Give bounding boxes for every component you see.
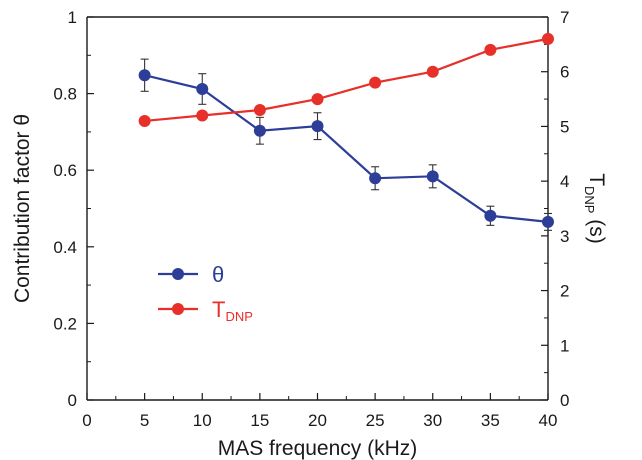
y-axis-left-title: Contribution factor θ [11,114,34,303]
legend-label: θ [212,262,224,287]
series-layer [138,32,554,231]
data-point [369,172,382,185]
y-right-tick-label: 7 [560,8,569,27]
legend-marker [172,268,184,280]
data-point [369,76,382,89]
data-point [196,109,209,122]
legend-marker [172,303,184,315]
x-tick-label: 5 [140,411,149,430]
legend-item-1: θ [158,262,224,287]
x-tick-label: 10 [193,411,212,430]
legend: θ TDNP [158,262,253,324]
data-point [253,124,266,137]
series-1-line [144,74,549,223]
y-left-tick-label: 0 [68,391,77,410]
x-tick-label: 0 [82,411,91,430]
data-point [311,120,324,133]
y-right-tick-label: 6 [560,63,569,82]
data-point [253,104,266,117]
data-point [196,83,209,96]
y-axis-right-title-sub: DNP [582,186,597,213]
data-point [138,69,151,82]
series-2 [138,32,554,127]
y-right-tick-label: 3 [560,227,569,246]
legend-label: TDNP [212,297,253,324]
y-axis-right-title-base: T [585,173,608,186]
x-tick-label: 15 [250,411,269,430]
data-point [138,114,151,127]
series-2-line [144,37,549,123]
x-tick-label: 25 [366,411,385,430]
data-point [311,93,324,106]
y-axis-right-title: TDNP (s) [582,173,608,244]
y-axis-right-title-suffix: (s) [585,213,608,243]
data-point [426,65,439,78]
y-right-tick-label: 1 [560,336,569,355]
y-left-tick-label: 1 [68,8,77,27]
x-tick-label: 40 [539,411,558,430]
legend-item-2: TDNP [158,297,253,324]
y-left-tick-label: 0.4 [53,238,77,257]
x-axis-title: MAS frequency (kHz) [218,437,418,460]
y-left-tick-label: 0.8 [53,85,77,104]
series-1 [138,58,554,231]
x-tick-label: 35 [481,411,500,430]
y-left-tick-label: 0.2 [53,314,77,333]
y-right-tick-label: 4 [560,172,569,191]
data-point [426,170,439,183]
x-tick-label: 30 [423,411,442,430]
y-left-tick-label: 0.6 [53,161,77,180]
y-right-tick-label: 0 [560,391,569,410]
data-point [542,32,554,45]
data-point [484,209,497,222]
data-point [484,43,497,56]
data-point [542,215,554,228]
x-tick-label: 20 [308,411,327,430]
y-right-tick-label: 5 [560,117,569,136]
y-right-tick-label: 2 [560,282,569,301]
